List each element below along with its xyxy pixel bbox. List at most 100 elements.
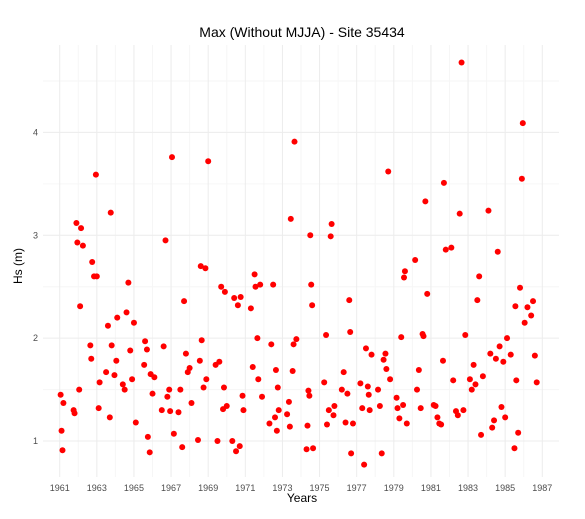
data-point [223, 403, 230, 410]
data-point [221, 288, 228, 295]
data-point [327, 233, 334, 240]
data-point [478, 431, 485, 438]
data-point [132, 419, 139, 426]
data-point [357, 380, 364, 387]
data-point [141, 361, 148, 368]
x-axis-ticks: 1961 1963 1965 1967 1969 1971 1973 1975 1977 1979… [50, 483, 553, 493]
x-tick-label: 1975 [310, 483, 330, 493]
data-point [338, 386, 345, 393]
data-point [519, 120, 526, 127]
data-point [127, 347, 134, 354]
data-point [249, 363, 256, 370]
x-tick-label: 1971 [235, 483, 255, 493]
y-tick-label: 3 [33, 230, 38, 240]
data-point [401, 274, 408, 281]
data-point [366, 407, 373, 414]
data-point [233, 448, 240, 455]
data-point [218, 283, 225, 290]
data-point [272, 367, 279, 374]
data-point [504, 335, 511, 342]
data-point [460, 407, 467, 414]
data-point [93, 273, 100, 280]
data-point [450, 377, 457, 384]
data-point [194, 436, 201, 443]
data-point [517, 284, 524, 291]
data-point [364, 383, 371, 390]
data-point [167, 408, 174, 415]
data-point [164, 393, 171, 400]
data-point [151, 374, 158, 381]
data-point [487, 350, 494, 357]
data-point [394, 405, 401, 412]
data-point [382, 350, 389, 357]
data-point [533, 379, 540, 386]
data-point [289, 368, 296, 375]
x-axis-title: Years [287, 491, 317, 505]
data-point [104, 322, 111, 329]
data-point [524, 304, 531, 311]
grid [43, 45, 559, 477]
data-point [331, 403, 338, 410]
data-point [470, 361, 477, 368]
data-point [273, 427, 280, 434]
data-point [439, 357, 446, 364]
data-point [414, 386, 421, 393]
data-point [57, 391, 64, 398]
data-point [344, 390, 351, 397]
data-point [454, 412, 461, 419]
data-point [417, 405, 424, 412]
data-point [114, 314, 121, 321]
y-axis-title: Hs (m) [11, 248, 25, 284]
data-point [387, 376, 394, 383]
data-point [494, 248, 501, 255]
data-point [340, 369, 347, 376]
data-point [96, 379, 103, 386]
data-point [502, 414, 509, 421]
data-point [303, 446, 310, 453]
data-point [476, 273, 483, 280]
data-point [293, 336, 300, 343]
data-point [119, 381, 126, 388]
data-point [456, 210, 463, 217]
data-point [220, 384, 227, 391]
data-point [160, 343, 167, 350]
data-point [518, 175, 525, 182]
data-point [125, 279, 132, 286]
data-point [108, 342, 115, 349]
data-point [175, 409, 182, 416]
data-point [521, 319, 528, 326]
data-point [511, 445, 518, 452]
data-point [440, 179, 447, 186]
data-points [57, 59, 540, 468]
data-point [181, 298, 188, 305]
data-point [268, 341, 275, 348]
y-tick-label: 2 [33, 333, 38, 343]
data-point [251, 271, 258, 278]
data-point [361, 461, 368, 468]
x-tick-label: 1969 [198, 483, 218, 493]
data-point [92, 171, 99, 178]
data-point [378, 450, 385, 457]
data-point [234, 302, 241, 309]
data-point [197, 263, 204, 270]
data-point [442, 246, 449, 253]
data-point [474, 297, 481, 304]
data-point [401, 268, 408, 275]
data-point [106, 414, 113, 421]
data-point [286, 423, 293, 430]
data-point [270, 281, 277, 288]
data-point [492, 355, 499, 362]
x-tick-label: 1973 [272, 483, 292, 493]
data-point [458, 59, 465, 66]
data-point [179, 444, 186, 451]
data-point [376, 403, 383, 410]
data-point [287, 215, 294, 222]
data-point [149, 390, 156, 397]
data-point [412, 256, 419, 263]
data-point [415, 367, 422, 374]
data-point [434, 414, 441, 421]
data-point [73, 219, 80, 226]
data-point [107, 209, 114, 216]
data-point [291, 138, 298, 145]
data-point [489, 424, 496, 431]
